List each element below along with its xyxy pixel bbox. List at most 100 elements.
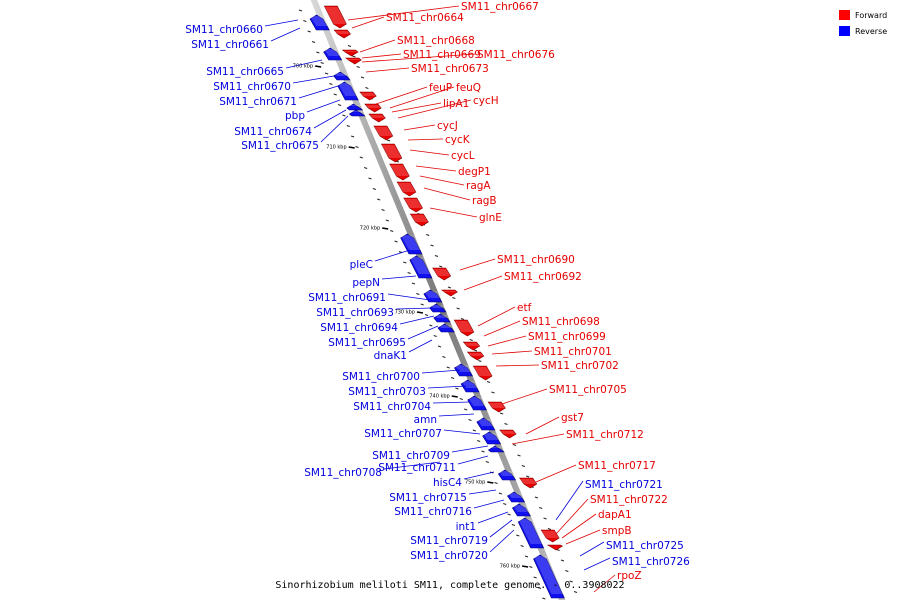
leader-line: [468, 489, 497, 495]
leader-line: [483, 320, 521, 337]
gene-highlight: [467, 397, 487, 406]
forward-gene-block: [519, 477, 538, 489]
minor-tick: [434, 255, 439, 257]
minor-tick: [547, 528, 552, 530]
minor-tick: [352, 55, 356, 58]
reverse-gene-block: [333, 71, 351, 81]
gene-highlight: [324, 7, 347, 24]
leader-line: [374, 249, 411, 262]
forward-gene-block: [373, 125, 394, 141]
gene-highlight: [345, 59, 362, 60]
leader-line: [457, 455, 489, 465]
legend-reverse-swatch: [839, 26, 850, 36]
legend-forward-label: Forward: [855, 11, 887, 20]
minor-tick: [385, 219, 390, 222]
minor-tick: [333, 93, 337, 96]
leader-line: [292, 75, 335, 84]
legend-forward-swatch: [839, 10, 850, 20]
gene-label-sm11-chr0715: SM11_chr0715: [389, 492, 467, 504]
leader-line: [409, 149, 450, 156]
forward-gene-block: [403, 197, 423, 213]
minor-tick: [446, 366, 450, 369]
leader-line: [473, 499, 505, 509]
minor-tick: [569, 580, 573, 583]
reverse-gene-block: [400, 233, 423, 255]
forward-gene-block: [364, 103, 382, 113]
minor-tick: [363, 167, 368, 169]
minor-tick: [469, 339, 473, 341]
forward-gene-block: [341, 49, 359, 57]
gene-label-sm11-chr0720: SM11_chr0720: [410, 550, 488, 562]
gene-highlight: [342, 51, 359, 52]
gene-label-sm11-chr0690: SM11_chr0690: [497, 254, 575, 266]
leader-line: [561, 513, 597, 539]
gene-label-sm11-chr0673: SM11_chr0673: [411, 63, 489, 75]
forward-gene-block: [323, 5, 347, 29]
gene-label-sm11-chr0660: SM11_chr0660: [185, 24, 263, 36]
minor-tick: [543, 517, 547, 520]
major-tick: [416, 311, 424, 314]
minor-tick: [386, 139, 391, 142]
reverse-gene-block: [517, 517, 545, 549]
leader-line: [489, 529, 515, 553]
gene-label-etf: etf: [517, 302, 532, 314]
gene-highlight: [429, 305, 446, 308]
minor-tick: [486, 381, 491, 383]
minor-tick: [347, 45, 352, 47]
gene-label-amn: amn: [414, 414, 437, 426]
map-caption: Sinorhizobium meliloti SM11, complete ge…: [275, 580, 624, 591]
leader-line: [432, 401, 471, 404]
leader-line: [375, 86, 428, 105]
gene-label-sm11-chr0721: SM11_chr0721: [585, 479, 663, 491]
reverse-gene-block: [497, 469, 517, 481]
leader-line: [351, 16, 385, 29]
leader-line: [399, 315, 435, 325]
minor-tick: [534, 496, 539, 499]
leader-line: [270, 27, 301, 42]
gene-label-sm11-chr0704: SM11_chr0704: [353, 401, 431, 413]
minor-tick: [403, 261, 407, 264]
minor-tick: [516, 534, 520, 537]
minor-tick: [478, 360, 482, 362]
gene-highlight: [518, 519, 544, 544]
major-tick: [521, 565, 529, 568]
leader-line: [565, 529, 601, 545]
leader-line: [391, 102, 442, 113]
forward-gene-block: [333, 29, 352, 39]
gene-label-cyck: cycK: [445, 134, 471, 146]
gene-highlight: [364, 105, 382, 108]
gene-label-degp1: degP1: [458, 166, 491, 178]
leader-line: [583, 557, 611, 571]
forward-gene-block: [462, 341, 481, 351]
gene-highlight: [403, 199, 423, 208]
gene-label-sm11-chr0667: SM11_chr0667: [461, 1, 539, 13]
leader-line: [361, 53, 402, 59]
leader-line: [383, 461, 441, 470]
gene-highlight: [482, 433, 501, 440]
minor-tick: [298, 9, 303, 12]
forward-gene-block: [441, 289, 458, 297]
forward-gene-block: [380, 143, 403, 163]
gene-label-dnak1: dnaK1: [374, 350, 407, 362]
gene-label-sm11-chr0692: SM11_chr0692: [504, 271, 582, 283]
gene-highlight: [467, 353, 484, 356]
minor-tick: [556, 549, 560, 551]
leader-line: [459, 258, 496, 271]
minor-tick: [537, 587, 542, 589]
leader-line: [463, 471, 495, 480]
reverse-gene-block: [460, 379, 480, 393]
gene-label-sm11-chr0676: SM11_chr0676: [477, 49, 555, 61]
leader-line: [427, 385, 467, 389]
leader-line: [365, 67, 410, 73]
gene-highlight: [333, 73, 350, 76]
leader-line: [313, 109, 347, 129]
kbp-tick-label: 740 kbp: [429, 394, 449, 400]
leader-line: [463, 275, 503, 291]
leader-line: [285, 59, 323, 69]
forward-gene-block: [368, 113, 386, 123]
minor-tick: [356, 66, 360, 68]
gene-highlight: [533, 556, 565, 594]
forward-gene-block: [344, 57, 362, 65]
leader-line: [495, 364, 540, 367]
gene-highlight: [433, 315, 451, 318]
